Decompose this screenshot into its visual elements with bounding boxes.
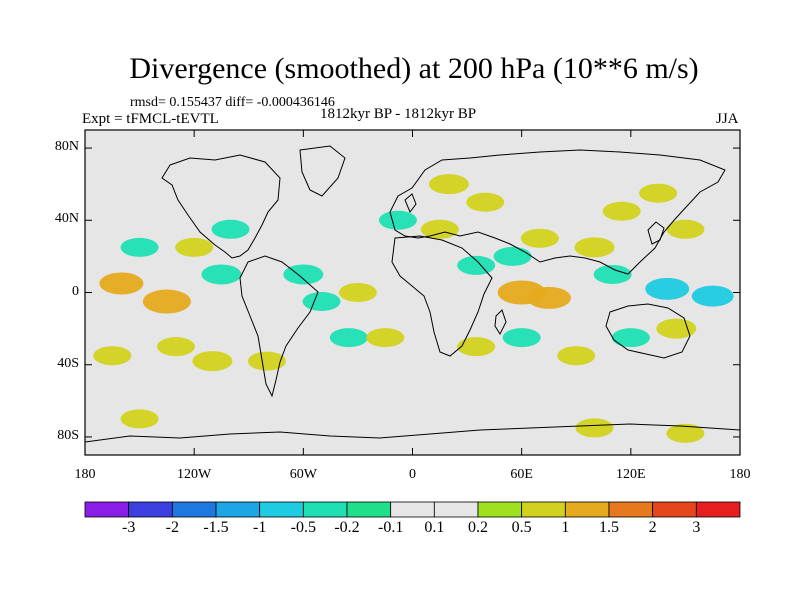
divergence-cell — [378, 210, 417, 230]
x-tick-label: 0 — [409, 467, 416, 482]
stats-subtitle: rmsd= 0.155437 diff= -0.000436146 — [130, 95, 335, 110]
north-america-coastline — [161, 154, 281, 259]
colorbar-swatch — [346, 501, 392, 518]
period-label: 1812kyr BP - 1812kyr BP — [320, 106, 477, 122]
colorbar-label: 2 — [648, 519, 657, 536]
divergence-cell — [428, 174, 469, 195]
divergence-field — [93, 174, 734, 443]
colorbar-swatch — [564, 501, 610, 518]
divergence-cell — [520, 228, 559, 248]
divergence-cell — [192, 351, 233, 372]
colorbar-swatch — [390, 501, 435, 518]
colorbar-swatch — [128, 501, 173, 518]
y-tick-label: 80S — [57, 427, 79, 443]
divergence-cell — [457, 337, 496, 357]
colorbar-label: -0.2 — [334, 519, 360, 536]
chart-title: Divergence (smoothed) at 200 hPa (10**6 … — [129, 52, 699, 85]
south-america-coastline — [239, 255, 319, 398]
divergence-cell — [99, 272, 144, 295]
colorbar-label: 0.1 — [424, 519, 445, 536]
divergence-cell — [593, 264, 632, 284]
greenland-coastline — [299, 145, 346, 197]
colorbar-label: 1 — [561, 519, 570, 536]
colorbar-swatch — [477, 501, 523, 518]
colorbar-swatch — [521, 501, 566, 518]
divergence-cell — [142, 289, 191, 314]
axis-ticks — [84, 130, 741, 455]
divergence-cell — [466, 192, 505, 212]
antarctica-coastline — [85, 423, 740, 443]
colorbar-label: -1 — [252, 519, 267, 536]
colorbar-label: -0.1 — [377, 519, 404, 536]
colorbar-swatch — [608, 501, 654, 518]
divergence-cell — [338, 283, 377, 302]
colorbar-label: 3 — [692, 519, 701, 536]
divergence-cell — [329, 328, 368, 348]
japan-coastline — [647, 221, 665, 245]
y-tick-label: 40S — [57, 355, 79, 371]
uk-coastline — [404, 193, 417, 213]
colorbar-swatch — [259, 501, 304, 518]
divergence-cell — [557, 346, 596, 366]
colorbar — [84, 501, 741, 518]
divergence-cell — [639, 183, 678, 203]
colorbar-swatch — [302, 501, 348, 518]
divergence-cell — [526, 286, 571, 309]
divergence-cell — [691, 285, 734, 307]
divergence-cell — [366, 328, 405, 348]
divergence-cell — [283, 264, 324, 285]
divergence-cell — [502, 328, 541, 348]
divergence-cell — [602, 201, 641, 221]
divergence-cell — [201, 264, 242, 285]
map-plot-area — [84, 129, 741, 456]
colorbar-swatch — [84, 501, 130, 518]
colorbar-swatch — [695, 501, 741, 518]
x-tick-label: 60E — [510, 467, 533, 482]
divergence-cell — [645, 277, 690, 300]
divergence-cell — [156, 337, 195, 357]
x-tick-label: 180 — [74, 467, 96, 482]
colorbar-label: -1.5 — [203, 519, 229, 536]
divergence-cell — [420, 219, 459, 239]
divergence-cell — [175, 237, 214, 257]
divergence-cell — [666, 423, 705, 443]
divergence-cell — [575, 418, 614, 438]
divergence-cell — [93, 346, 132, 366]
divergence-cell — [120, 237, 159, 257]
colorbar-swatch — [433, 501, 479, 518]
colorbar-swatch — [215, 501, 261, 518]
divergence-cell — [120, 409, 159, 429]
y-tick-label: 80N — [54, 139, 79, 155]
colorbar-swatch — [171, 501, 217, 518]
colorbar-swatch — [652, 501, 697, 518]
divergence-cell — [457, 255, 496, 275]
colorbar-label: -2 — [165, 519, 179, 536]
season-label: JJA — [716, 111, 739, 127]
ocean-background — [85, 130, 740, 455]
colorbar-label: 0.2 — [468, 519, 488, 536]
coastlines — [85, 145, 740, 443]
experiment-label: Expt = tFMCL-tEVTL — [82, 111, 219, 127]
x-tick-label: 120E — [616, 467, 646, 482]
x-tick-label: 60W — [289, 467, 317, 482]
y-tick-label: 0 — [72, 283, 79, 299]
colorbar-label: 0.5 — [511, 519, 532, 536]
y-tick-label: 40N — [54, 211, 79, 227]
divergence-cell — [666, 219, 705, 239]
divergence-cell — [574, 237, 615, 258]
colorbar-label: 1.5 — [599, 519, 619, 536]
divergence-cell — [302, 292, 341, 312]
madagascar-coastline — [494, 309, 507, 336]
divergence-cell — [493, 246, 532, 266]
colorbar-label: -0.5 — [290, 519, 316, 536]
divergence-cell — [247, 351, 286, 371]
australia-coastline — [605, 303, 691, 359]
x-tick-label: 120W — [177, 467, 212, 482]
x-tick-label: 180 — [729, 467, 751, 482]
africa-coastline — [391, 235, 493, 357]
divergence-cell — [211, 219, 250, 239]
colorbar-label: -3 — [121, 519, 136, 536]
divergence-cell — [611, 328, 650, 348]
